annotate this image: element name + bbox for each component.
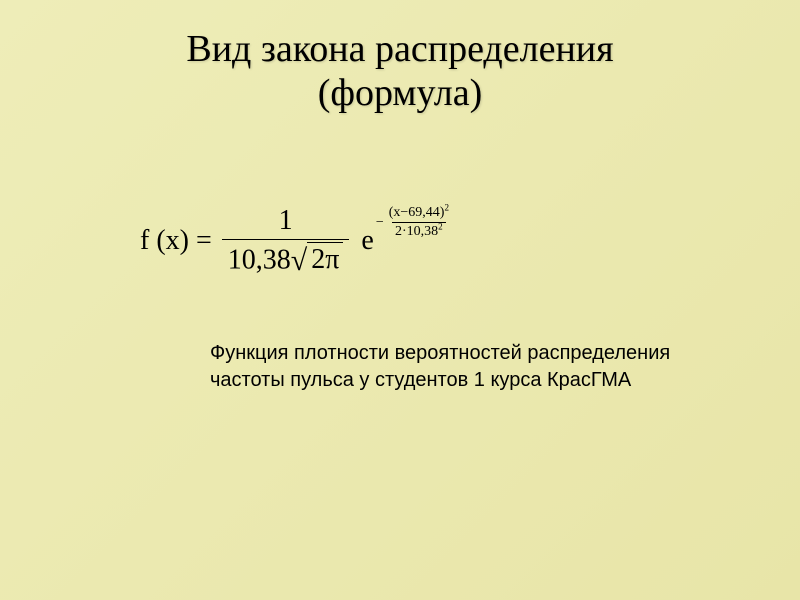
slide-title: Вид закона распределения (формула) xyxy=(0,0,800,115)
formula-description: Функция плотности вероятностей распредел… xyxy=(210,340,710,394)
fraction-numerator: 1 xyxy=(273,205,299,239)
title-line-1: Вид закона распределения xyxy=(186,28,613,70)
formula-lhs: f (x) = xyxy=(140,225,212,257)
square-root: √2π xyxy=(291,242,344,277)
denominator-coeff: 10,38 xyxy=(228,244,291,275)
title-line-2: (формула) xyxy=(318,72,483,114)
exponent-fraction: (x−69,44)2 2·10,382 xyxy=(386,205,452,240)
exponent-sign: − xyxy=(376,215,384,231)
distribution-formula: f (x) = 1 10,38√2π e − (x−69,44)2 2·10,3… xyxy=(140,205,450,277)
exponent-denominator: 2·10,382 xyxy=(392,222,446,240)
description-line-2: частоты пульса у студентов 1 курса КрасГ… xyxy=(210,369,631,391)
sqrt-sign: √ xyxy=(291,246,307,276)
exponent-base: e xyxy=(361,225,373,257)
exponent: − (x−69,44)2 2·10,382 xyxy=(376,205,452,240)
slide: Вид закона распределения (формула) f (x)… xyxy=(0,0,800,600)
exponent-numerator: (x−69,44)2 xyxy=(386,205,452,222)
main-fraction: 1 10,38√2π xyxy=(222,205,350,277)
sqrt-argument: 2π xyxy=(307,242,343,277)
fraction-denominator: 10,38√2π xyxy=(222,239,350,277)
description-line-1: Функция плотности вероятностей распредел… xyxy=(210,342,670,364)
